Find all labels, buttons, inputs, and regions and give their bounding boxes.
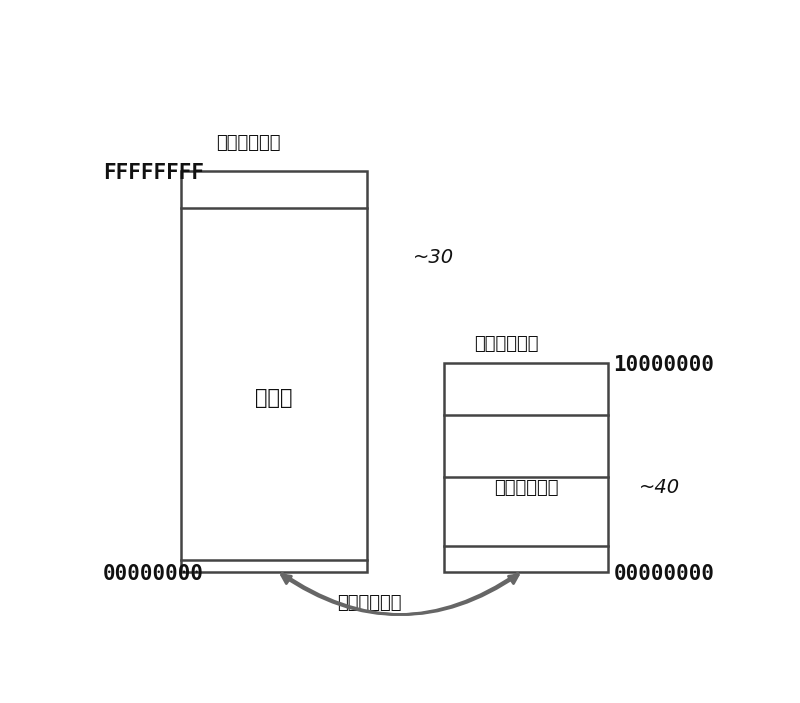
Text: 00000000: 00000000 <box>103 565 204 584</box>
Text: 虚拟机监视器: 虚拟机监视器 <box>494 479 559 496</box>
Text: 10000000: 10000000 <box>614 355 714 375</box>
Text: 物理地址空间: 物理地址空间 <box>474 335 538 353</box>
Text: 00000000: 00000000 <box>614 565 714 584</box>
Bar <box>444 363 609 572</box>
Text: FFFFFFFF: FFFFFFFF <box>103 162 204 183</box>
Text: ~40: ~40 <box>639 478 681 497</box>
Text: 虚拟地址空间: 虚拟地址空间 <box>217 134 281 152</box>
Text: ~30: ~30 <box>413 248 454 267</box>
Text: 虚拟机: 虚拟机 <box>255 388 292 408</box>
Bar <box>181 171 366 572</box>
FancyArrowPatch shape <box>282 573 518 614</box>
FancyArrowPatch shape <box>282 573 518 614</box>
Text: 地址空间变换: 地址空间变换 <box>338 594 402 612</box>
